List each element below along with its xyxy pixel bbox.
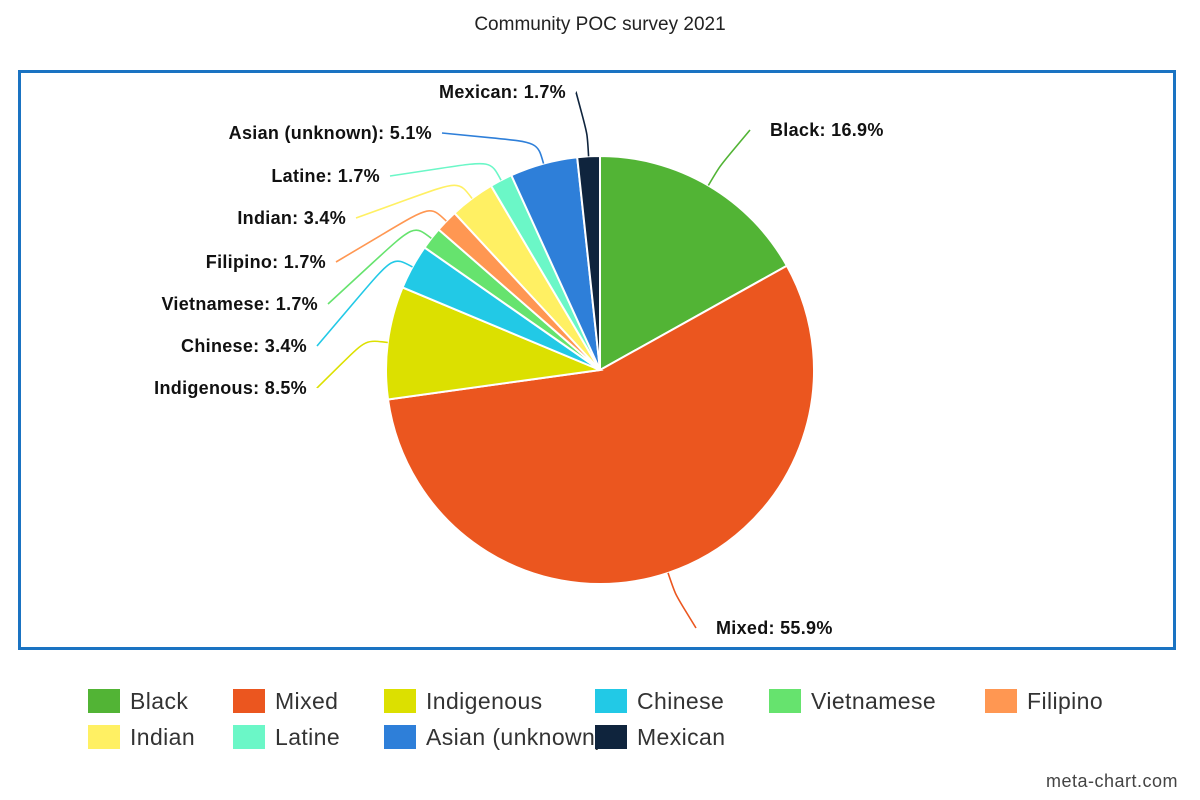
- legend-label: Chinese: [637, 687, 725, 714]
- leader-line: [327, 229, 432, 305]
- legend-swatch: [233, 725, 265, 749]
- legend-label: Indian: [130, 723, 196, 750]
- chart-title: Community POC survey 2021: [474, 14, 726, 35]
- legend-label: Indigenous: [426, 687, 543, 714]
- pie-slices: [385, 154, 815, 585]
- watermark: meta-chart.com: [1045, 771, 1178, 791]
- legend-label: Latine: [275, 723, 341, 750]
- slice-label: Asian (unknown): 5.1%: [229, 123, 432, 143]
- legend-item: Mixed: [233, 686, 338, 716]
- slice-label: Chinese: 3.4%: [181, 336, 307, 356]
- legend-swatch: [384, 689, 416, 713]
- slice-label: Indian: 3.4%: [237, 208, 346, 228]
- legend-item: Vietnamese: [769, 686, 936, 716]
- slice-label: Latine: 1.7%: [271, 166, 380, 186]
- leader-line: [316, 260, 413, 347]
- leader-line: [575, 91, 590, 157]
- legend-swatch: [595, 725, 627, 749]
- legend-swatch: [769, 689, 801, 713]
- legend-item: Filipino: [985, 686, 1103, 716]
- leader-line: [316, 340, 388, 389]
- legend-item: Latine: [233, 722, 340, 752]
- pie-slice-black: [599, 154, 789, 372]
- legend-label: Black: [130, 687, 189, 714]
- pie-slice-mexican: [576, 154, 601, 371]
- leader-line: [355, 184, 473, 219]
- legend-swatch: [88, 689, 120, 713]
- leader-line: [667, 572, 697, 629]
- legend-label: Filipino: [1027, 687, 1104, 714]
- slice-label: Mixed: 55.9%: [716, 618, 833, 638]
- legend-label: Asian (unknown): [426, 723, 604, 750]
- legend-item: Chinese: [595, 686, 724, 716]
- pie-slice-mixed: [386, 264, 815, 585]
- legend-item: Asian (unknown): [384, 722, 603, 752]
- leader-line: [441, 132, 545, 164]
- slice-label: Indigenous: 8.5%: [154, 378, 307, 398]
- legend-swatch: [384, 725, 416, 749]
- label-leader-lines: [316, 91, 751, 629]
- legend-swatch: [595, 689, 627, 713]
- leader-line: [707, 129, 751, 186]
- legend-swatch: [88, 725, 120, 749]
- legend-label: Vietnamese: [811, 687, 937, 714]
- leader-line: [335, 210, 447, 263]
- legend: Black Mixed Indigenous Chinese Vietnamese Fil…: [88, 686, 1148, 758]
- leader-line: [389, 162, 502, 181]
- legend-label: Mixed: [275, 687, 339, 714]
- legend-swatch: [985, 689, 1017, 713]
- legend-item: Black: [88, 686, 188, 716]
- slice-label: Mexican: 1.7%: [439, 82, 566, 102]
- legend-label: Mexican: [637, 723, 726, 750]
- slice-label: Filipino: 1.7%: [206, 252, 326, 272]
- legend-swatch: [233, 689, 265, 713]
- slice-label: Black: 16.9%: [770, 120, 884, 140]
- legend-item: Mexican: [595, 722, 725, 752]
- slice-label: Vietnamese: 1.7%: [161, 294, 318, 314]
- legend-item: Indigenous: [384, 686, 543, 716]
- legend-item: Indian: [88, 722, 195, 752]
- plot-area-frame: [18, 70, 1176, 650]
- slice-labels: Black: 16.9% Mixed: 55.9% Indigenous: 8.5%…: [154, 82, 884, 638]
